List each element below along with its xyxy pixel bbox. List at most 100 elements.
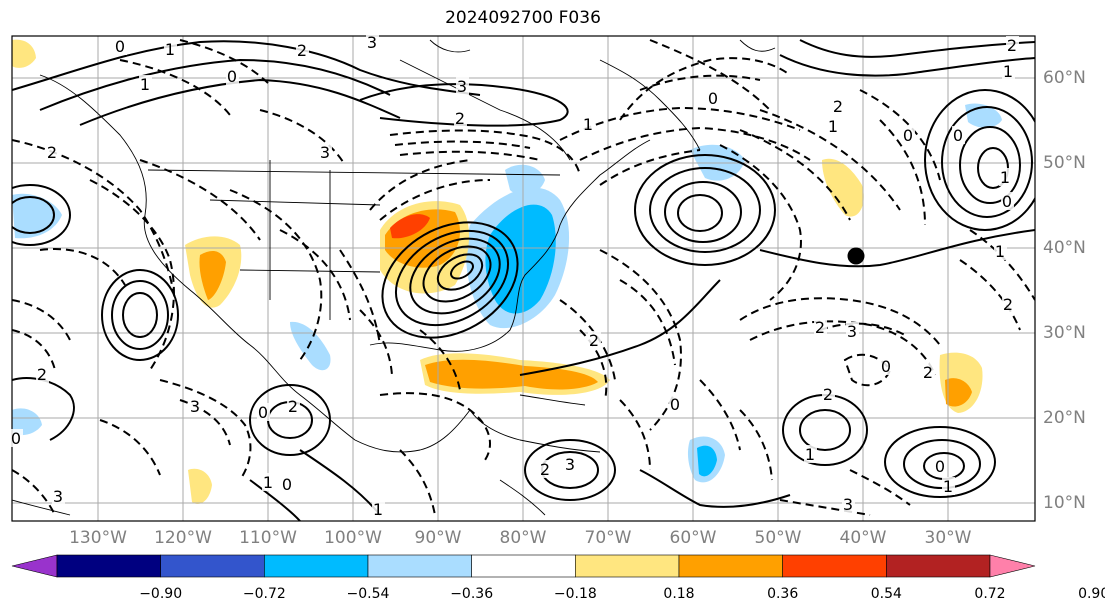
contour-label: 3 (320, 143, 330, 162)
colorbar-extend-low (11, 554, 58, 578)
map-frame (11, 35, 1036, 522)
longitude-label: 130°W (69, 528, 127, 548)
contour-label: 2 (1007, 36, 1017, 55)
colorbar-bin (575, 554, 680, 578)
contour-label: 1 (828, 117, 838, 136)
positive-anomaly-midwest-max (390, 214, 430, 239)
contour-label: 1 (805, 445, 815, 464)
latitude-label: 20°N (1043, 408, 1086, 428)
contour-label: 1 (943, 477, 953, 496)
longitude-label: 60°W (669, 528, 717, 548)
colorbar-bin (471, 554, 576, 578)
latitude-label: 60°N (1043, 68, 1086, 88)
contour-label: 0 (11, 429, 21, 448)
longitude-label: 30°W (924, 528, 972, 548)
colorbar-tick-label: 0.72 (974, 586, 1006, 602)
location-marker (847, 247, 865, 265)
contour-label: 2 (833, 97, 843, 116)
latitude-label: 40°N (1043, 238, 1086, 258)
grid-lines (12, 36, 1035, 521)
contour-label: 2 (815, 318, 825, 337)
positive-anomaly-central-atlantic (822, 158, 864, 217)
contour-label: 0 (953, 126, 963, 145)
longitude-label: 110°W (239, 528, 297, 548)
contour-label: 3 (367, 33, 377, 52)
contour-label: 0 (227, 67, 237, 86)
contour-label: 2 (297, 41, 307, 60)
contour-label: 0 (258, 403, 268, 422)
contour-label: 0 (903, 126, 913, 145)
longitude-label: 80°W (499, 528, 547, 548)
contour-label: 2 (589, 331, 599, 350)
longitude-label: 100°W (324, 528, 382, 548)
contour-label: 1 (995, 242, 1005, 261)
colorbar (11, 554, 1036, 578)
contour-label: 1 (583, 115, 593, 134)
contour-label: 1 (1000, 168, 1010, 187)
contour-label: 1 (263, 473, 273, 492)
contour-label: 1 (165, 40, 175, 59)
longitude-label: 50°W (754, 528, 802, 548)
colorbar-tick-label: −0.18 (553, 586, 597, 602)
colorbar-tick-label: −0.36 (450, 586, 494, 602)
colorbar-tick-label: −0.72 (242, 586, 286, 602)
contour-label: 0 (1002, 192, 1012, 211)
contour-label: 2 (47, 143, 57, 162)
colorbar-bin (160, 554, 265, 578)
contour-label: 2 (37, 365, 47, 384)
contour-label: 1 (1003, 62, 1013, 81)
colorbar-tick-label: −0.90 (139, 586, 183, 602)
colorbar-bin (367, 554, 472, 578)
colorbar-bin (886, 554, 991, 578)
colorbar-bin (782, 554, 887, 578)
longitude-label: 40°W (839, 528, 887, 548)
colorbar-tick-label: 0.90 (1078, 586, 1105, 602)
contour-label: 3 (53, 487, 63, 506)
longitude-label: 120°W (154, 528, 212, 548)
contour-label: 0 (935, 457, 945, 476)
solid-contours (12, 39, 1035, 521)
contour-label: 0 (881, 357, 891, 376)
colorbar-tick-label: 0.54 (870, 586, 902, 602)
negative-anomaly-caribbean-core (697, 445, 717, 477)
contour-label: 0 (115, 37, 125, 56)
negative-anomaly-mexico (290, 321, 331, 371)
colorbar-tick-label: −0.54 (346, 586, 390, 602)
contour-label: 2 (540, 460, 550, 479)
colorbar-bin (264, 554, 369, 578)
negative-anomaly-west-pacific (12, 408, 42, 436)
negative-anomaly-north-us (505, 164, 545, 196)
contour-label: 2 (923, 363, 933, 382)
contour-label: 2 (288, 397, 298, 416)
contour-label: 0 (670, 395, 680, 414)
positive-anomaly-gulf-core (425, 359, 598, 390)
contour-label: 2 (823, 385, 833, 404)
contour-label: 3 (190, 397, 200, 416)
longitude-label: 90°W (414, 528, 462, 548)
contour-label: 3 (457, 77, 467, 96)
coastlines (12, 39, 776, 516)
contour-label: 3 (565, 455, 575, 474)
map-title: 2024092700 F036 (445, 8, 601, 28)
longitude-label: 70°W (584, 528, 632, 548)
shaded-anomalies (12, 39, 1002, 505)
positive-anomaly-east-atlantic-core (945, 378, 972, 407)
positive-anomaly-southwest-core (199, 250, 226, 300)
latitude-label: 30°N (1043, 323, 1086, 343)
colorbar-tick-label: 0.36 (767, 586, 799, 602)
positive-anomaly-northwest (12, 39, 36, 68)
contour-label: 0 (708, 89, 718, 108)
latitude-label: 50°N (1043, 153, 1086, 173)
latitude-label: 10°N (1043, 493, 1086, 513)
contour-label: 1 (373, 500, 383, 519)
colorbar-tick-label: 0.18 (663, 586, 695, 602)
colorbar-bin (56, 554, 161, 578)
colorbar-bin (678, 554, 783, 578)
colorbar-extend-high (989, 554, 1036, 578)
contour-label: 3 (847, 322, 857, 341)
positive-anomaly-east-pacific (188, 468, 212, 505)
contour-label: 0 (282, 475, 292, 494)
dashed-contours (12, 39, 1035, 516)
